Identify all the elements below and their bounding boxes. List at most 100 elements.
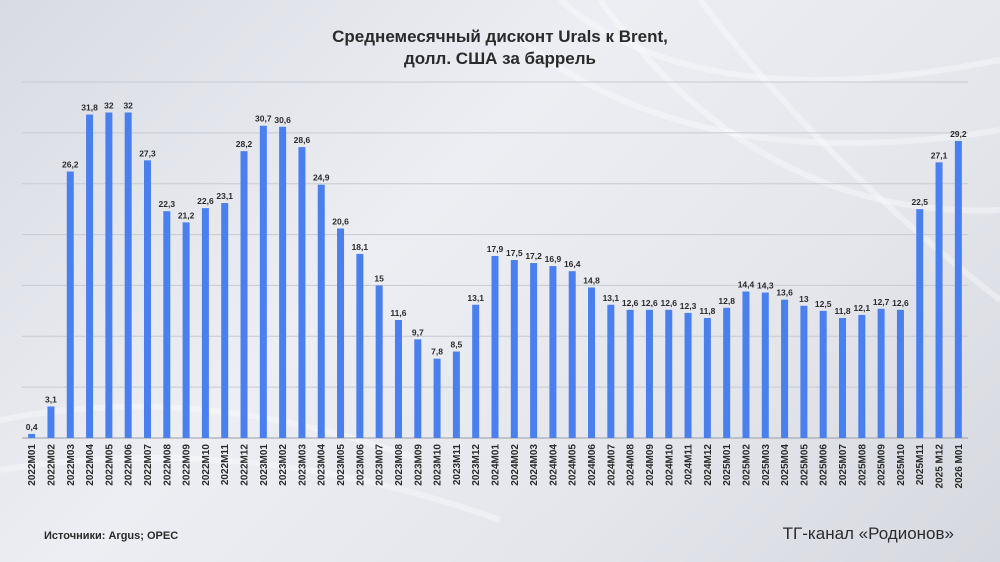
bar-2025m02 <box>742 291 750 438</box>
bar-2025m03 <box>761 292 769 438</box>
bar-2023m03 <box>298 147 306 438</box>
chart-title-line2: долл. США за баррель <box>404 49 596 68</box>
data-label: 30,7 <box>255 114 272 124</box>
x-tick-label: 2026 M01 <box>954 444 965 489</box>
x-tick-label: 2022M02 <box>46 444 57 486</box>
data-label: 27,1 <box>931 150 948 160</box>
data-label: 22,5 <box>911 197 928 207</box>
bar-2023m06 <box>356 253 364 438</box>
x-tick-label: 2022M08 <box>162 444 173 486</box>
x-tick-label: 2022M04 <box>85 444 96 486</box>
chart-title: Среднемесячный дисконт Urals к Brent, до… <box>0 26 1000 70</box>
data-label: 23,1 <box>216 191 233 201</box>
x-tick-label: 2024M07 <box>606 444 617 486</box>
bar-2023m02 <box>279 126 287 438</box>
bar-2025m10 <box>896 309 904 438</box>
data-label: 3,1 <box>45 394 57 404</box>
data-label: 29,2 <box>950 129 967 139</box>
bar-2022m01 <box>28 433 36 438</box>
x-tick-label: 2022M11 <box>220 444 231 486</box>
data-label: 11,6 <box>390 308 406 318</box>
x-tick-label: 2023M03 <box>297 444 308 486</box>
data-label: 8,5 <box>450 340 462 350</box>
x-tick-label: 2025M08 <box>857 444 868 486</box>
data-label: 12,8 <box>718 296 735 306</box>
bar-2024m12 <box>703 317 711 438</box>
x-tick-label: 2024M12 <box>703 444 714 486</box>
bar-2024m11 <box>684 312 692 438</box>
bar-2025m01 <box>723 307 731 438</box>
bar-2023m12 <box>472 304 480 438</box>
data-label: 12,1 <box>854 303 871 313</box>
bar-2024m08 <box>626 309 634 438</box>
bar-2025m12 <box>935 162 943 438</box>
bar-2023m05 <box>337 228 345 438</box>
x-tick-label: 2022M10 <box>201 444 212 486</box>
bar-2025m05 <box>800 305 808 438</box>
bar-2024m01 <box>491 255 499 438</box>
x-tick-label: 2025M06 <box>819 444 830 486</box>
x-tick-label: 2022M09 <box>182 444 193 486</box>
bar-2024m10 <box>665 309 673 438</box>
bar-2025m06 <box>819 310 827 438</box>
x-tick-label: 2024M09 <box>645 444 656 486</box>
bar-2023m11 <box>452 351 460 438</box>
bar-2024m02 <box>510 260 518 438</box>
x-tick-label: 2023M12 <box>471 444 482 486</box>
data-label: 28,6 <box>294 135 311 145</box>
bar-2025m11 <box>916 209 924 438</box>
bar-2023m04 <box>317 184 325 438</box>
x-tick-label: 2025M10 <box>896 444 907 486</box>
x-tick-label: 2025M11 <box>915 444 926 486</box>
x-tick-label: 2025 M12 <box>935 444 946 489</box>
data-label: 12,6 <box>660 298 677 308</box>
bar-2022m03 <box>66 171 74 438</box>
x-tick-label: 2025M07 <box>838 444 849 486</box>
data-label: 12,7 <box>873 297 890 307</box>
data-label: 7,8 <box>431 347 443 357</box>
chart-title-line1: Среднемесячный дисконт Urals к Brent, <box>332 27 668 46</box>
bar-2022m04 <box>86 114 94 439</box>
x-tick-label: 2024M10 <box>664 444 675 486</box>
source-note: Источники: Argus; OPEC <box>44 530 179 542</box>
data-label: 32 <box>104 101 114 111</box>
data-label: 32 <box>123 101 133 111</box>
x-tick-label: 2023M01 <box>259 444 270 486</box>
x-tick-label: 2024M03 <box>529 444 540 486</box>
x-tick-label: 2023M06 <box>355 444 366 486</box>
bar-2023m09 <box>414 339 422 438</box>
bar-2022m08 <box>163 211 171 438</box>
data-label: 17,2 <box>525 251 542 261</box>
bar-2023m10 <box>433 358 441 438</box>
data-label: 9,7 <box>412 327 424 337</box>
x-tick-label: 2024M01 <box>491 444 502 486</box>
bar-2022m02 <box>47 406 55 438</box>
x-tick-label: 2024M02 <box>510 444 521 486</box>
x-tick-label: 2025M01 <box>722 444 733 486</box>
x-tick-label: 2025M05 <box>799 444 810 486</box>
x-tick-label: 2023M09 <box>413 444 424 486</box>
data-label: 14,3 <box>757 281 774 291</box>
bar-2023m08 <box>394 320 402 438</box>
data-label: 12,6 <box>892 298 909 308</box>
data-label: 0,4 <box>26 422 38 432</box>
x-tick-label: 2023M08 <box>394 444 405 486</box>
bar-2024m03 <box>530 263 538 438</box>
data-label: 17,9 <box>487 244 504 254</box>
bar-2022m12 <box>240 151 248 439</box>
data-label: 13,1 <box>603 293 620 303</box>
x-tick-label: 2025M03 <box>761 444 772 486</box>
bar-2022m09 <box>182 222 190 438</box>
bar-2024m04 <box>549 266 557 438</box>
x-tick-label: 2025M09 <box>877 444 888 486</box>
data-label: 16,9 <box>545 254 562 264</box>
bar-2026m01 <box>954 140 962 439</box>
bar-2025m04 <box>781 299 789 438</box>
x-tick-label: 2025M04 <box>780 444 791 486</box>
x-tick-label: 2024M06 <box>587 444 598 486</box>
data-label: 11,8 <box>834 306 850 316</box>
bar-2022m05 <box>105 112 113 438</box>
data-label: 11,8 <box>699 306 715 316</box>
bar-2024m07 <box>607 304 615 438</box>
